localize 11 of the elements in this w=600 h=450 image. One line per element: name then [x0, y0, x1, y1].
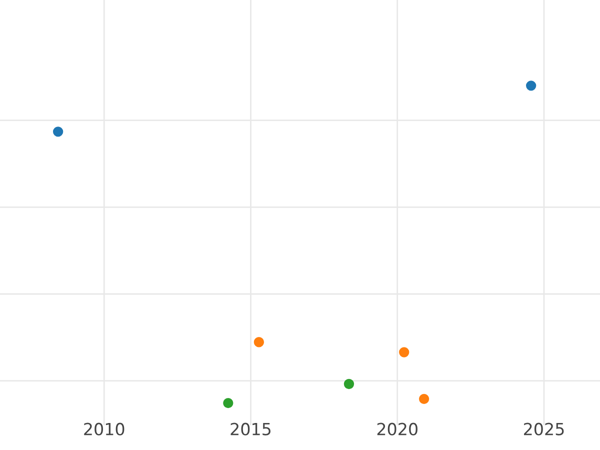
point [223, 398, 234, 408]
point [418, 394, 430, 404]
point [399, 347, 410, 358]
x-tick-label: 2010 [84, 422, 124, 436]
point [344, 378, 354, 390]
x-tick-label: 2015 [230, 422, 270, 436]
point [254, 337, 264, 348]
x-tick-label: 2020 [377, 422, 418, 436]
point [526, 80, 536, 91]
x-tick-label: 2025 [524, 422, 564, 436]
point [52, 126, 64, 137]
